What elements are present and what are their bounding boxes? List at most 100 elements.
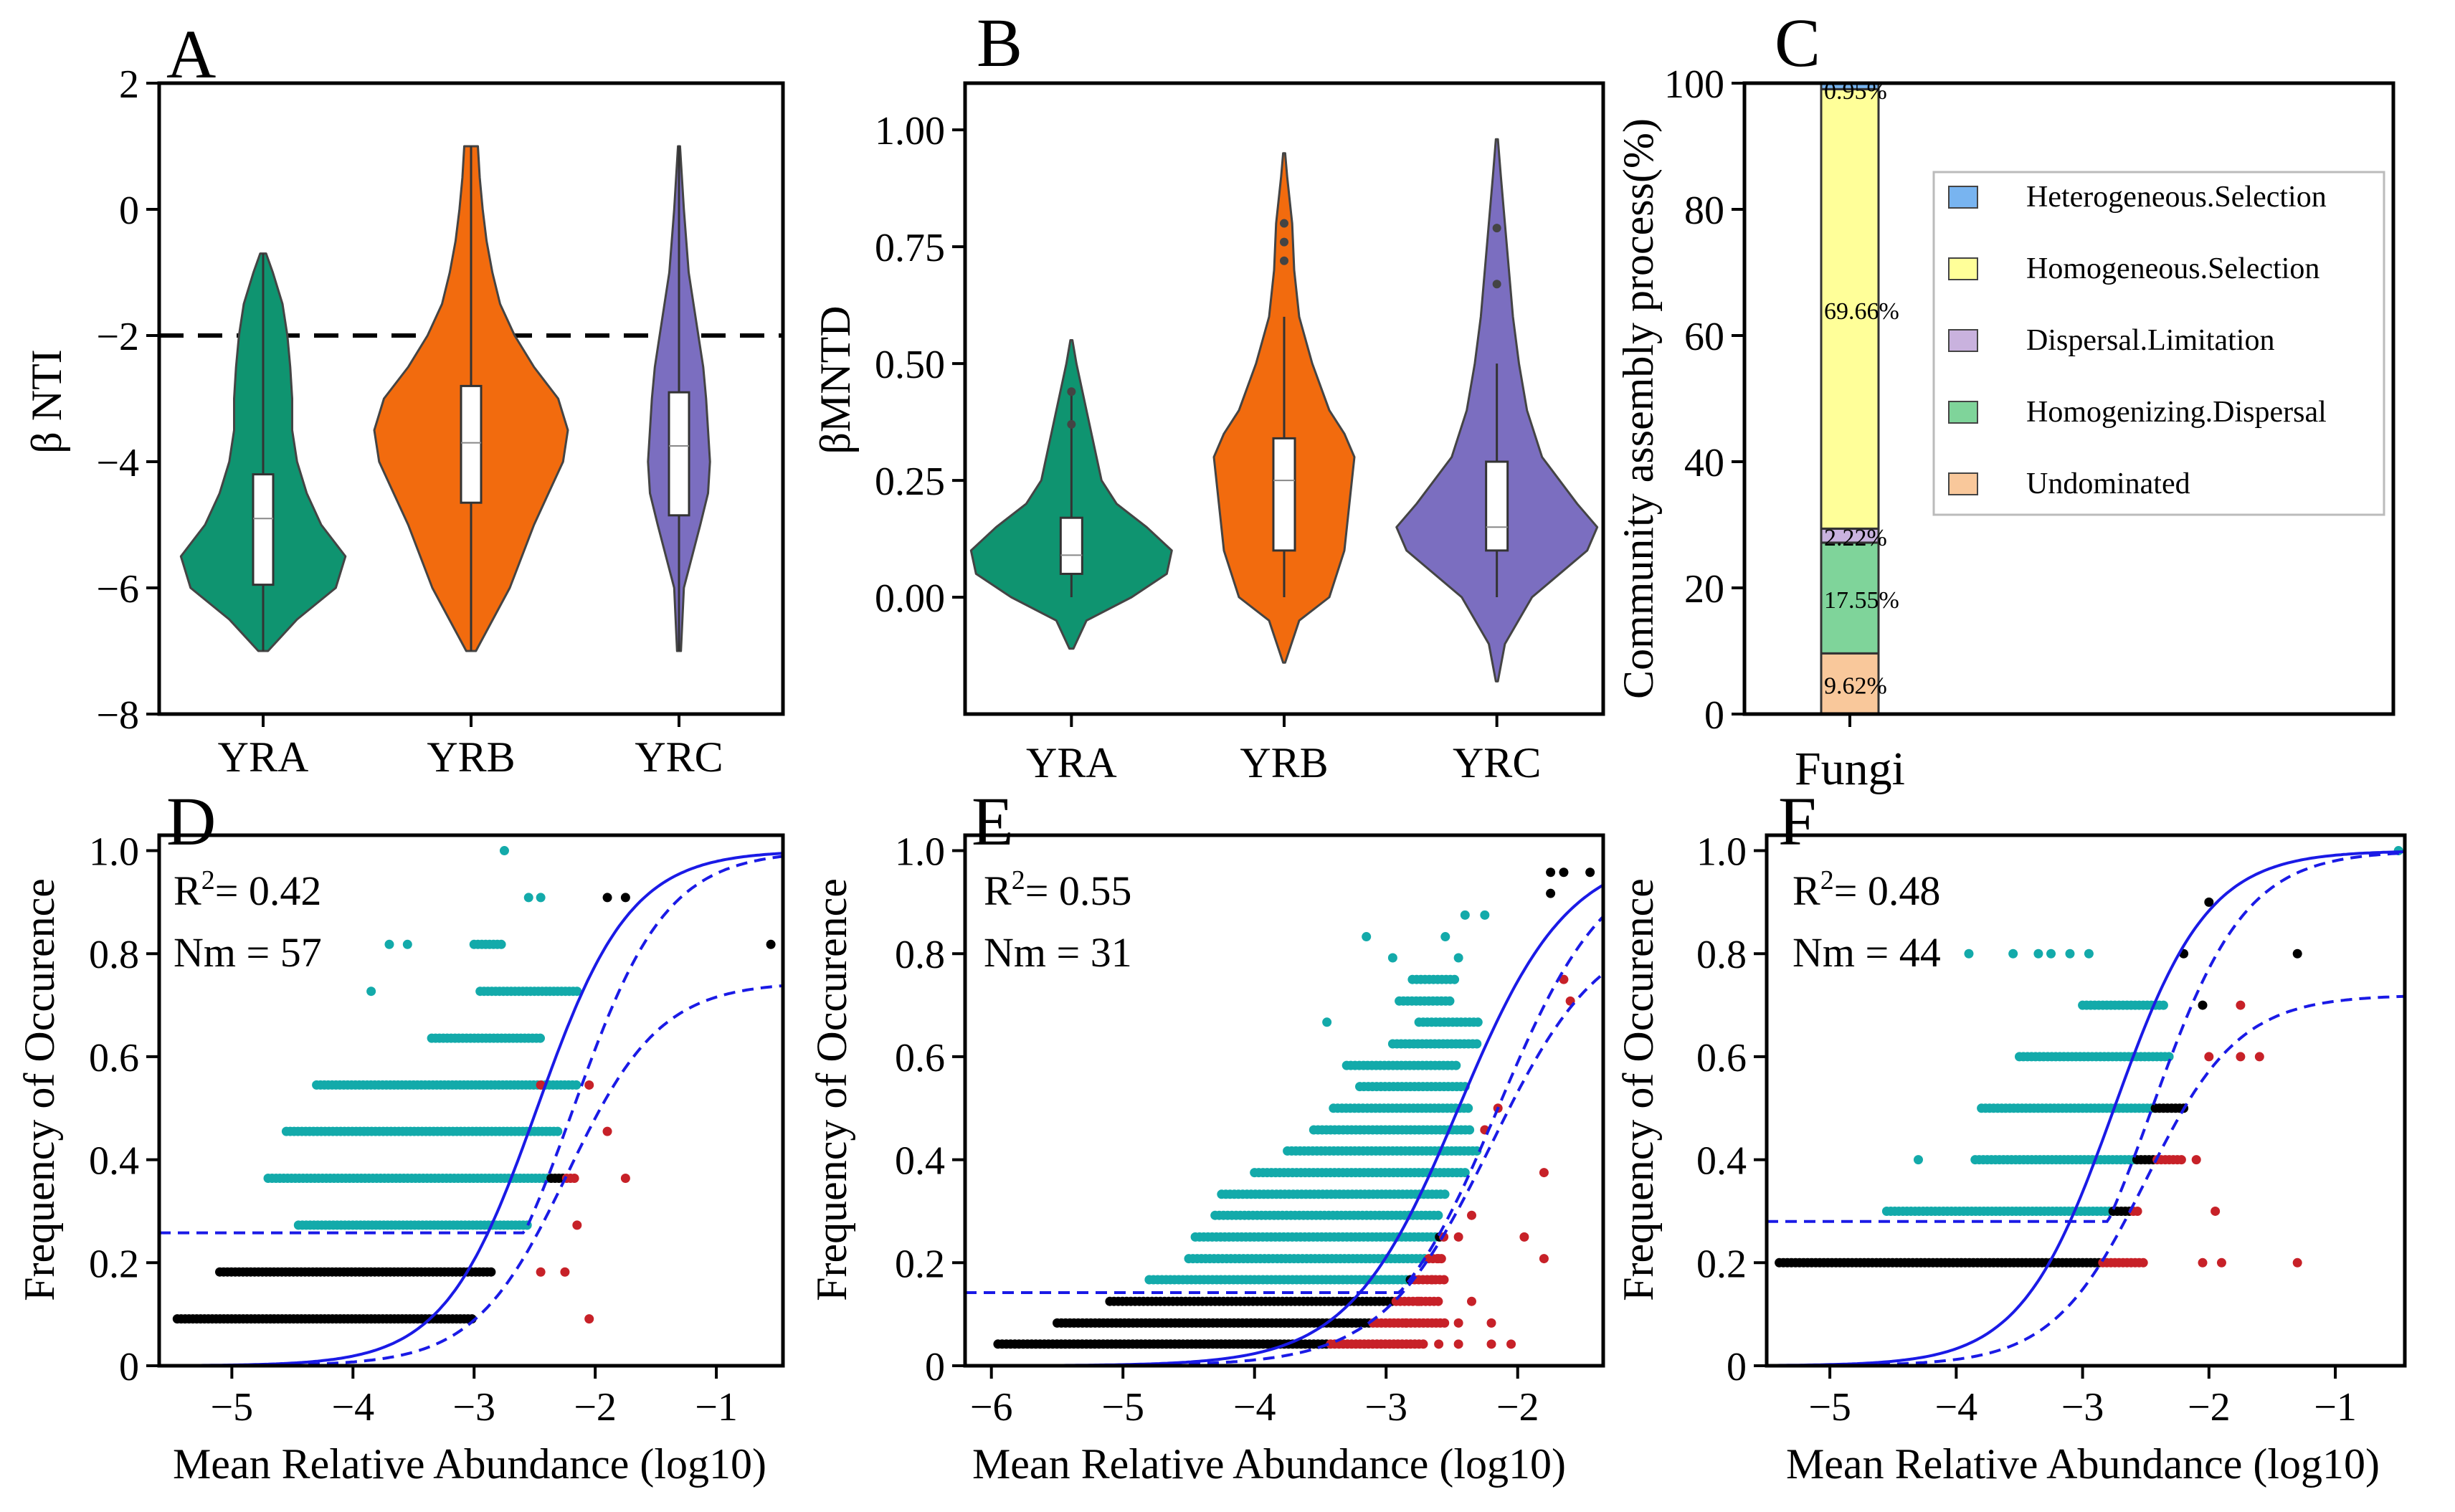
panel-a-xtick-label: YRA	[218, 733, 309, 781]
panel-e-r2-label: R	[984, 867, 1012, 914]
panel-e-point	[1463, 1103, 1473, 1113]
panel-c-bar-undominated	[1820, 652, 1880, 715]
panel-e-neutral-model: E Frequency of Occurence Mean Relative A…	[808, 783, 1605, 1488]
panel-c-legend-box	[1932, 171, 2385, 516]
panel-c-ytick-label: 100	[1664, 62, 1724, 107]
panel-d-plot: 0 0.2 0.4 0.6 0.8 1.0 −5 −4 −3 −2 −1	[89, 830, 785, 1430]
panel-f-point	[2204, 897, 2214, 907]
panel-f-point	[2198, 1257, 2208, 1268]
panel-e-xtick-label: −2	[1496, 1385, 1539, 1430]
panel-f-point	[2138, 1257, 2148, 1268]
panel-f-point	[2033, 948, 2043, 959]
panel-e-point	[1387, 953, 1397, 963]
panel-d-point	[602, 893, 612, 903]
panel-e-point	[1445, 996, 1455, 1006]
panel-f-ytick-label: 0.6	[1696, 1036, 1747, 1080]
panel-e-point	[1453, 1232, 1463, 1242]
panel-b-outlier-yrc	[1492, 224, 1501, 233]
panel-f-r2-value: = 0.48	[1834, 867, 1941, 914]
panel-d-point	[560, 1267, 570, 1277]
panel-f-xtick-label: −1	[2314, 1385, 2357, 1430]
panel-e-ylabel: Frequency of Occurence	[808, 878, 855, 1301]
panel-e-point	[1539, 1254, 1549, 1264]
panel-c-ytick-label: 80	[1684, 189, 1724, 233]
panel-b-ytick-label: 1.00	[875, 109, 945, 153]
panel-b-xtick-label: YRA	[1026, 739, 1117, 786]
panel-d-ytick-label: 1.0	[89, 830, 139, 875]
panel-b-outlier-yrc	[1492, 280, 1501, 289]
panel-f-r2: R2= 0.48	[1792, 865, 1940, 914]
panel-b-outlier-yrb	[1280, 256, 1288, 265]
panel-e-point	[1546, 888, 1556, 898]
panel-f-xtick-label: −2	[2188, 1385, 2231, 1430]
panel-c-xtick-label: Fungi	[1795, 743, 1905, 795]
panel-e-point	[1451, 1060, 1461, 1070]
panel-b-ytick-label: 0.75	[875, 226, 945, 270]
panel-c-plot: 9.62%17.55%2.22%69.66%0.95%020406080100F…	[1664, 62, 2395, 795]
panel-e-point	[1453, 953, 1463, 963]
panel-d-xlabel: Mean Relative Abundance (log10)	[173, 1440, 766, 1488]
panel-e-point	[1439, 1275, 1449, 1285]
panel-f-point	[2132, 1207, 2142, 1216]
panel-b-outlier-yra	[1067, 419, 1076, 429]
panel-d-point	[620, 1173, 630, 1183]
panel-d-point	[553, 1126, 563, 1136]
panel-a-ytick-label: 0	[119, 189, 139, 233]
panel-d-frame	[157, 833, 785, 1368]
panel-e-frame	[963, 833, 1605, 1368]
panel-e-point	[1401, 1318, 1411, 1328]
panel-f-point	[2204, 1052, 2214, 1062]
panel-e-point	[1465, 1125, 1475, 1135]
panel-d-r2-value: = 0.42	[215, 867, 322, 914]
panel-f-point	[2176, 1155, 2186, 1165]
panel-f-point	[2236, 1052, 2246, 1062]
panel-e-point	[1466, 1210, 1476, 1220]
panel-letter-b: B	[977, 4, 1022, 81]
panel-f-ylabel: Frequency of Occurence	[1615, 878, 1662, 1301]
panel-a-xtick-label: YRB	[427, 733, 515, 781]
panel-f-frame	[1765, 833, 2407, 1368]
panel-e-point	[1440, 1189, 1450, 1199]
panel-d-r2-label: R	[174, 867, 201, 914]
panel-letter-e: E	[972, 783, 1014, 860]
panel-f-point	[2292, 948, 2302, 959]
panel-e-point	[1506, 1339, 1516, 1349]
panel-f-lower-bound-curve	[1767, 994, 2406, 1367]
panel-d-ytick-label: 0.8	[89, 933, 139, 977]
panel-e-xtick-label: −5	[1101, 1385, 1144, 1430]
panel-c-legend-swatch-icon	[1948, 186, 1978, 209]
panel-f-point	[2292, 1257, 2302, 1268]
panel-a-ytick-label: 2	[119, 62, 139, 107]
panel-e-point	[1322, 1017, 1332, 1027]
panel-c-frame	[1742, 81, 2395, 716]
panel-f-point	[2236, 1000, 2246, 1010]
panel-c-legend-swatch-icon	[1948, 472, 1978, 495]
panel-f-point	[2164, 1052, 2174, 1062]
panel-f-point	[2084, 948, 2094, 959]
panel-e-point	[1433, 1296, 1443, 1306]
panel-e-point	[1585, 867, 1595, 878]
panel-c-ytick-label: 60	[1684, 315, 1724, 359]
panel-e-point	[1433, 1210, 1443, 1220]
panel-d-point	[569, 1174, 579, 1183]
panel-f-point	[2158, 1000, 2168, 1010]
panel-e-ytick-label: 1.0	[895, 830, 945, 875]
panel-c-legend-label: Homogeneous.Selection	[2026, 252, 2319, 285]
panel-d-point	[536, 893, 546, 903]
panel-d-point	[602, 1126, 612, 1136]
panel-b-ytick-label: 0.00	[875, 576, 945, 621]
panel-letter-a: A	[166, 16, 216, 92]
panel-c-bar-homogeneous-selection	[1820, 87, 1880, 530]
panel-a-ytick-label: −8	[96, 693, 139, 738]
panel-e-lower-bound-curve	[965, 972, 1605, 1367]
panel-c-legend-label: Dispersal.Limitation	[2026, 324, 2274, 357]
panel-b-ylabel: βMNTD	[812, 305, 859, 454]
panel-f-point	[2065, 948, 2075, 959]
panel-e-point	[1450, 974, 1460, 984]
panel-e-ytick-label: 0.4	[895, 1139, 945, 1184]
panel-c-legend-label: Heterogeneous.Selection	[2026, 181, 2327, 214]
panel-d-neutral-model: D Frequency of Occurence Mean Relative A…	[16, 783, 785, 1488]
panel-d-xtick-label: −5	[211, 1385, 254, 1430]
panel-f-point	[2211, 1206, 2221, 1216]
panel-e-ytick-label: 0.6	[895, 1036, 945, 1080]
